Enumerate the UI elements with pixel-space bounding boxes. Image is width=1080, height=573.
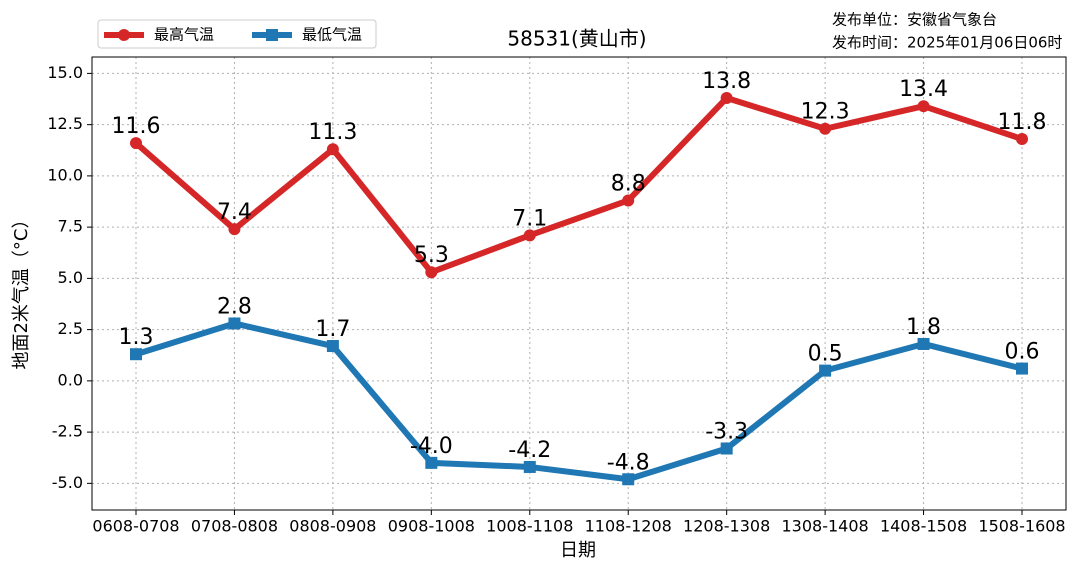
- data-label: -4.2: [508, 438, 551, 463]
- marker: [819, 122, 832, 135]
- series-line: [134, 94, 1023, 276]
- legend-label: 最高气温: [154, 26, 214, 44]
- legend: 最高气温 最低气温: [97, 19, 377, 49]
- marker: [622, 194, 635, 207]
- data-label: 13.4: [899, 77, 948, 102]
- chart-title: 58531(黄山市): [507, 27, 646, 51]
- x-tick-label: 0708-0808: [191, 517, 278, 536]
- data-label: 5.3: [414, 243, 449, 268]
- y-tick-label: 10.0: [47, 165, 83, 184]
- marker: [523, 460, 536, 473]
- data-label: -4.0: [410, 434, 453, 459]
- marker: [720, 91, 733, 104]
- marker: [819, 364, 832, 377]
- marker: [130, 348, 142, 361]
- x-tick-label: 0608-0708: [92, 517, 179, 536]
- marker: [523, 229, 536, 242]
- marker: [1016, 362, 1028, 375]
- marker: [1016, 132, 1028, 145]
- publish-time: 发布时间：2025年01月06日06时: [832, 34, 1062, 52]
- x-tick-label: 1508-1608: [978, 517, 1065, 536]
- x-tick-label: 0808-0908: [289, 517, 376, 536]
- x-tick-label: 0908-1008: [388, 517, 475, 536]
- x-axis-label: 日期: [560, 540, 596, 561]
- legend-label: 最低气温: [302, 26, 362, 44]
- y-tick-label: 7.5: [58, 217, 83, 236]
- data-label: 12.3: [801, 100, 850, 125]
- y-axis-label: 地面2米气温（°C）: [11, 210, 32, 369]
- y-tick-label: 12.5: [47, 114, 83, 133]
- data-label: 8.8: [611, 171, 646, 196]
- marker: [326, 340, 339, 353]
- y-tick-label: 15.0: [47, 63, 83, 82]
- x-tick-label: 1308-1408: [782, 517, 869, 536]
- x-tick-label: 1108-1208: [585, 517, 672, 536]
- marker: [917, 100, 930, 113]
- data-label: 1.8: [906, 315, 941, 340]
- marker: [326, 143, 339, 156]
- data-label: 7.4: [217, 200, 252, 225]
- y-tick-label: 0.0: [58, 370, 83, 389]
- data-label: 2.8: [217, 294, 252, 319]
- marker: [118, 29, 130, 41]
- data-label: 11.6: [112, 114, 161, 139]
- y-tick-label: 2.5: [58, 319, 83, 338]
- marker: [425, 456, 438, 469]
- data-label: 0.5: [808, 342, 843, 367]
- y-tick-label: -5.0: [52, 473, 83, 492]
- data-label: 11.8: [998, 110, 1047, 135]
- marker: [622, 473, 635, 486]
- data-label: -3.3: [705, 420, 748, 445]
- data-label: 0.6: [1005, 340, 1040, 365]
- y-tick-label: 5.0: [58, 268, 83, 287]
- y-tick-label: -2.5: [52, 422, 83, 441]
- x-tick-label: 1008-1108: [486, 517, 573, 536]
- marker: [720, 442, 733, 455]
- marker: [228, 223, 241, 236]
- marker: [266, 29, 278, 41]
- x-tick-label: 1208-1308: [683, 517, 770, 536]
- publisher: 发布单位：安徽省气象台: [832, 11, 997, 29]
- series-line: [135, 320, 1023, 483]
- data-label: 1.3: [119, 325, 154, 350]
- plot-frame: [91, 56, 1067, 511]
- legend-frame: [97, 19, 377, 49]
- marker: [917, 337, 930, 350]
- marker: [425, 266, 438, 279]
- data-label: 1.7: [315, 317, 350, 342]
- marker: [228, 317, 241, 330]
- data-label: 11.3: [308, 120, 357, 145]
- data-label: 13.8: [702, 69, 751, 94]
- marker: [130, 137, 142, 150]
- data-label: -4.8: [607, 450, 650, 475]
- data-label: 7.1: [512, 206, 547, 231]
- x-tick-label: 1408-1508: [880, 517, 967, 536]
